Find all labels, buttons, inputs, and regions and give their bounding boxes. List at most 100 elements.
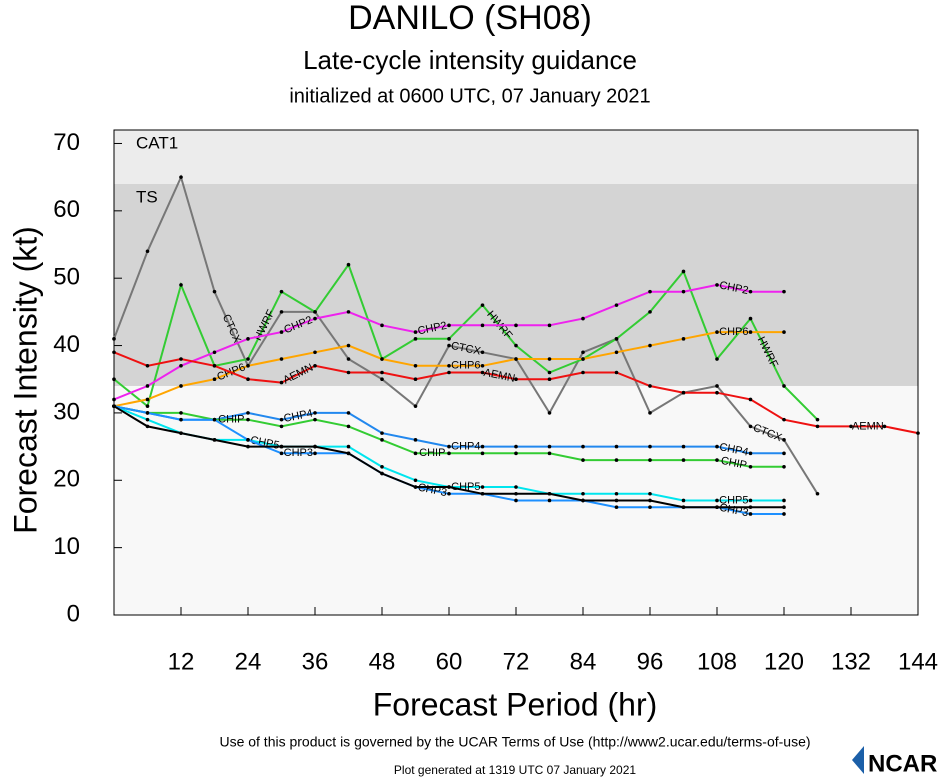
- x-tick-label: 24: [235, 648, 262, 675]
- data-point: [447, 337, 451, 341]
- data-point: [514, 485, 518, 489]
- data-point: [480, 451, 485, 456]
- series-label: CHP4: [451, 441, 480, 453]
- data-point: [648, 289, 652, 294]
- x-tick-label: 60: [436, 648, 463, 675]
- data-point: [313, 417, 317, 422]
- data-point: [346, 262, 351, 267]
- data-point: [681, 505, 686, 510]
- data-point: [581, 370, 585, 375]
- generated: Plot generated at 1319 UTC 07 January 20…: [394, 763, 636, 777]
- data-point: [246, 438, 250, 442]
- data-point: [715, 498, 719, 503]
- data-point: [212, 289, 217, 294]
- data-point: [480, 444, 485, 449]
- data-point: [547, 491, 552, 496]
- data-point: [681, 444, 686, 449]
- data-point: [547, 357, 552, 361]
- series-label: CHIP: [720, 455, 748, 472]
- data-point: [581, 444, 585, 449]
- data-point: [346, 451, 351, 456]
- data-point: [380, 377, 384, 382]
- data-point: [782, 330, 786, 334]
- data-point: [145, 384, 150, 388]
- y-tick-label: 40: [53, 331, 80, 358]
- data-point: [212, 377, 217, 382]
- data-point: [313, 363, 317, 368]
- data-point: [748, 330, 753, 334]
- x-tick-label: 12: [168, 648, 195, 675]
- data-point: [313, 411, 317, 415]
- data-point: [681, 390, 686, 395]
- footer: Use of this product is governed by the U…: [219, 734, 810, 750]
- data-point: [413, 330, 418, 334]
- data-point: [648, 384, 652, 388]
- series-label: CHIP: [218, 414, 244, 426]
- data-point: [480, 363, 485, 368]
- data-point: [346, 370, 351, 375]
- data-point: [648, 411, 652, 415]
- data-point: [145, 363, 150, 368]
- data-point: [782, 451, 786, 456]
- data-point: [179, 283, 183, 287]
- data-point: [815, 491, 820, 496]
- series-label: CHIP: [419, 447, 445, 459]
- chart-subtitle: Late-cycle intensity guidance: [303, 45, 637, 75]
- series-label: CHP2: [417, 320, 448, 338]
- data-point: [346, 444, 351, 449]
- data-point: [246, 357, 250, 361]
- x-tick-label: 96: [637, 648, 664, 675]
- data-point: [547, 451, 552, 456]
- init-time: initialized at 0600 UTC, 07 January 2021: [289, 85, 650, 107]
- data-point: [480, 485, 485, 489]
- data-point: [212, 417, 217, 422]
- data-point: [614, 458, 619, 462]
- data-point: [581, 350, 585, 355]
- x-tick-label: 120: [764, 648, 804, 675]
- data-point: [447, 451, 451, 456]
- data-point: [112, 377, 116, 382]
- data-point: [581, 458, 585, 462]
- y-tick-label: 0: [67, 600, 80, 627]
- data-point: [614, 350, 619, 355]
- data-point: [413, 337, 418, 341]
- data-point: [681, 289, 686, 294]
- data-point: [748, 498, 753, 503]
- data-point: [346, 310, 351, 314]
- data-point: [916, 431, 920, 435]
- data-point: [313, 444, 317, 449]
- data-point: [581, 498, 585, 503]
- data-point: [514, 377, 518, 382]
- data-point: [514, 323, 518, 328]
- data-point: [112, 350, 116, 355]
- series-label: CHP6: [451, 360, 480, 372]
- data-point: [246, 337, 250, 341]
- data-point: [279, 310, 284, 314]
- data-point: [380, 431, 384, 435]
- data-point: [313, 310, 317, 314]
- series-label: CHP4: [718, 441, 749, 459]
- data-point: [313, 451, 317, 456]
- data-point: [447, 343, 451, 348]
- data-point: [279, 380, 284, 385]
- data-point: [782, 384, 786, 388]
- data-point: [648, 498, 652, 503]
- intensity-band: [114, 130, 918, 184]
- data-point: [246, 444, 250, 449]
- data-point: [346, 357, 351, 361]
- data-point: [480, 491, 485, 496]
- intensity-band: [114, 183, 918, 386]
- data-point: [849, 424, 853, 429]
- data-point: [715, 384, 719, 388]
- data-point: [614, 498, 619, 503]
- series-line: [113, 174, 819, 495]
- data-point: [179, 384, 183, 388]
- data-point: [648, 458, 652, 462]
- data-point: [447, 323, 451, 328]
- data-point: [380, 471, 384, 476]
- data-point: [614, 337, 619, 341]
- data-point: [715, 283, 719, 287]
- data-point: [782, 512, 786, 516]
- data-point: [815, 417, 820, 422]
- data-point: [614, 491, 619, 496]
